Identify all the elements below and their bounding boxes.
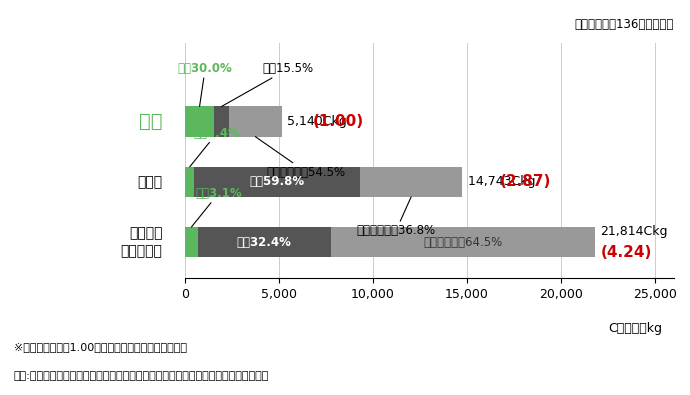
Bar: [214, 107, 229, 137]
Text: (4.24): (4.24): [600, 245, 652, 260]
Text: 鋼材59.8%: 鋼材59.8%: [250, 175, 305, 188]
Bar: [185, 167, 195, 197]
Text: 21,814Ckg: 21,814Ckg: [600, 225, 668, 238]
Text: ※（　）は木造を1.00とした場合の全炭素放出量の比: ※（ ）は木造を1.00とした場合の全炭素放出量の比: [14, 342, 187, 352]
Text: (1.00): (1.00): [313, 114, 364, 129]
Text: 鉄筋コン
クリート造: 鉄筋コン クリート造: [121, 226, 163, 258]
Text: 鉄骨造: 鉄骨造: [137, 175, 163, 189]
Bar: [229, 107, 282, 137]
Text: 14,743Ckg: 14,743Ckg: [468, 175, 539, 188]
Bar: [195, 167, 360, 197]
Bar: [185, 227, 198, 257]
Text: 木材30.0%: 木材30.0%: [178, 62, 233, 107]
Text: 木造: 木造: [139, 112, 163, 131]
Bar: [185, 107, 214, 137]
Text: （住宅床面穌136㎡当たり）: （住宅床面穌136㎡当たり）: [574, 19, 673, 32]
Bar: [198, 227, 331, 257]
Bar: [331, 227, 595, 257]
Text: C（炭素）kg: C（炭素）kg: [609, 322, 662, 335]
Text: 鋼材15.5%: 鋼材15.5%: [221, 62, 314, 107]
Text: コンクリート64.5%: コンクリート64.5%: [423, 235, 502, 248]
Text: コンクリート36.8%: コンクリート36.8%: [357, 197, 435, 237]
Bar: [360, 167, 462, 197]
Text: 出典:（財）日本木材総合情報センター「木質系資材等地球環境影響調査報告書」より: 出典:（財）日本木材総合情報センター「木質系資材等地球環境影響調査報告書」より: [14, 371, 269, 381]
Text: 木材3.1%: 木材3.1%: [191, 187, 242, 227]
Text: (2.87): (2.87): [500, 174, 551, 189]
Text: 鋼材32.4%: 鋼材32.4%: [237, 235, 292, 248]
Text: コンクリート54.5%: コンクリート54.5%: [255, 137, 346, 179]
Text: 木材3.4%: 木材3.4%: [190, 127, 240, 167]
Text: 5,140Ckg: 5,140Ckg: [287, 115, 351, 128]
